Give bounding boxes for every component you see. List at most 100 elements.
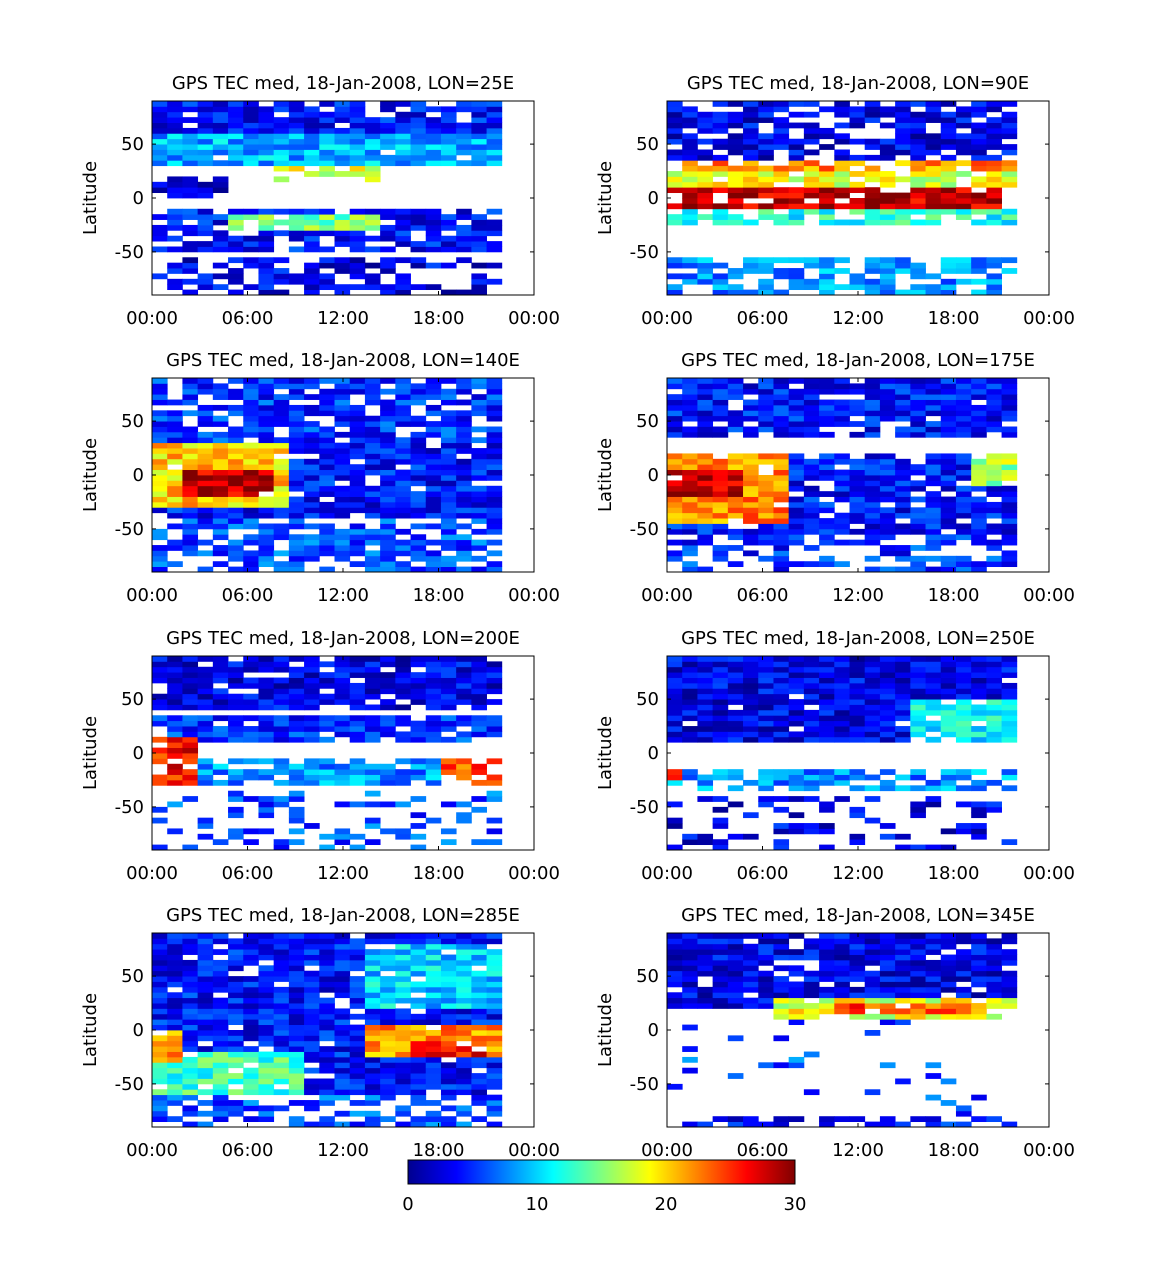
heatmap-cell <box>895 682 911 689</box>
heatmap-cell <box>486 839 503 846</box>
heatmap-cell <box>152 704 168 711</box>
heatmap-cell <box>380 1030 396 1036</box>
heatmap-cell <box>849 219 866 226</box>
heatmap-cell <box>410 672 427 678</box>
heatmap-cell <box>349 965 366 972</box>
heatmap-cell <box>773 144 790 150</box>
heatmap-cell <box>879 693 896 700</box>
heatmap-cell <box>471 954 487 961</box>
heatmap-cell <box>167 1094 183 1101</box>
heatmap-cell <box>152 550 168 557</box>
heatmap-cell <box>258 1073 275 1079</box>
heatmap-cell <box>380 528 396 535</box>
heatmap-cell <box>456 550 472 557</box>
heatmap-cell <box>152 448 168 454</box>
heatmap-cell <box>288 720 305 727</box>
heatmap-cell <box>410 442 427 449</box>
heatmap-cell <box>743 976 759 982</box>
heatmap-cell <box>410 117 427 123</box>
heatmap-cell <box>410 699 427 705</box>
heatmap-cell <box>410 1019 427 1026</box>
heatmap-cell <box>697 779 714 786</box>
heatmap-cell <box>1001 534 1018 541</box>
heatmap-cell <box>364 1062 381 1069</box>
heatmap-cell <box>288 1024 305 1031</box>
heatmap-cell <box>212 160 229 167</box>
heatmap-cell <box>440 464 457 471</box>
heatmap-cell <box>258 257 275 264</box>
heatmap-cell <box>456 1067 472 1074</box>
heatmap-cell <box>304 1051 320 1058</box>
heatmap-cell <box>940 383 957 390</box>
heatmap-cell <box>788 388 805 395</box>
heatmap-cell <box>940 289 957 296</box>
heatmap-cell <box>364 970 381 977</box>
heatmap-cell <box>197 501 214 508</box>
heatmap-cell <box>910 404 926 411</box>
heatmap-cell <box>380 448 396 454</box>
heatmap-cell <box>288 693 305 700</box>
heatmap-cell <box>834 171 850 177</box>
heatmap-cell <box>197 410 214 417</box>
heatmap-cell <box>304 954 320 961</box>
heatmap-cells <box>152 101 503 296</box>
heatmap-cell <box>910 192 926 199</box>
heatmap-cell <box>864 796 881 802</box>
heatmap-cell <box>834 709 850 716</box>
heatmap-cell <box>895 699 911 705</box>
heatmap-cell <box>955 378 972 384</box>
heatmap-cell <box>697 273 714 280</box>
heatmap-cell <box>364 677 381 684</box>
heatmap-cell <box>819 769 835 775</box>
heatmap-cell <box>395 224 411 231</box>
heatmap-cell <box>788 415 805 422</box>
heatmap-cell <box>182 965 199 972</box>
heatmap-cell <box>425 656 442 662</box>
heatmap-cell <box>228 715 244 722</box>
heatmap-cell <box>925 959 942 966</box>
x-tick-label: 12:00 <box>832 585 884 606</box>
heatmap-cell <box>395 933 411 939</box>
heatmap-cell <box>456 1046 472 1052</box>
heatmap-cell <box>197 241 214 247</box>
heatmap-cell <box>228 246 244 253</box>
heatmap-cell <box>803 426 820 433</box>
heatmap-cell <box>986 480 1002 487</box>
heatmap-cell <box>288 1067 305 1074</box>
heatmap-cell <box>167 154 183 161</box>
heatmap-cell <box>895 938 911 945</box>
heatmap-cell <box>304 1030 320 1036</box>
heatmap-cell <box>288 997 305 1004</box>
heatmap-cell <box>667 693 683 700</box>
heatmap-cell <box>697 203 714 210</box>
heatmap-cell <box>425 986 442 993</box>
heatmap-cell <box>319 437 335 444</box>
heatmap-cell <box>273 144 290 150</box>
heatmap-cell <box>197 1067 214 1074</box>
heatmap-cell <box>864 496 881 503</box>
heatmap-cell <box>849 469 866 476</box>
heatmap-cell <box>849 720 866 727</box>
heatmap-cell <box>212 496 229 503</box>
heatmap-cell <box>849 480 866 487</box>
heatmap-cell <box>167 965 183 972</box>
heatmap-cell <box>712 262 729 269</box>
heatmap-cell <box>910 122 926 129</box>
heatmap-cell <box>971 806 987 813</box>
heatmap-cell <box>955 111 972 118</box>
heatmap-cell <box>788 453 805 460</box>
heatmap-cell <box>986 214 1002 220</box>
heatmap-cell <box>410 448 427 454</box>
heatmap-cell <box>758 986 774 993</box>
heatmap-cell <box>773 779 790 786</box>
heatmap-cell <box>167 1100 183 1106</box>
heatmap-cell <box>803 512 820 519</box>
heatmap-cell <box>212 453 229 460</box>
heatmap-cell <box>986 970 1002 977</box>
heatmap-cell <box>288 1121 305 1128</box>
heatmap-cell <box>879 181 896 188</box>
heatmap-cell <box>1001 512 1018 519</box>
heatmap-cell <box>925 965 942 972</box>
heatmap-cell <box>258 404 275 411</box>
heatmap-cell <box>212 688 229 695</box>
